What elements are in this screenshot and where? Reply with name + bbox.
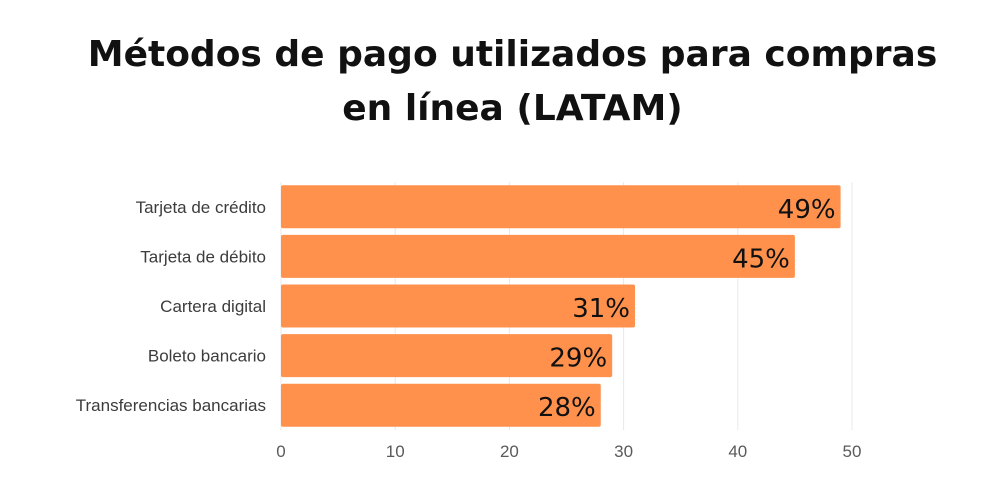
x-tick-label: 40 (728, 442, 747, 461)
category-labels: Tarjeta de crédito Tarjeta de débito Carte… (76, 198, 266, 415)
data-label: 49% (778, 195, 836, 225)
x-tick-label: 50 (843, 442, 862, 461)
bar (281, 334, 613, 378)
chart-title: Métodos de pago utilizados para compras … (0, 28, 999, 136)
category-label: Cartera digital (160, 297, 266, 316)
bar (281, 383, 601, 427)
bar (281, 284, 636, 328)
bar (281, 185, 841, 229)
data-label: 31% (572, 294, 630, 324)
data-label: 29% (549, 344, 607, 374)
x-tick-label: 0 (276, 442, 285, 461)
chart-title-line-1: Métodos de pago utilizados para compras (87, 34, 938, 75)
category-label: Tarjeta de débito (140, 247, 266, 266)
x-tick-label: 10 (386, 442, 405, 461)
data-labels: 49% 45% 31% 29% 28% (538, 195, 836, 423)
category-label: Transferencias bancarias (76, 396, 266, 415)
x-tick-label: 30 (614, 442, 633, 461)
chart-title-line-2: en línea (LATAM) (342, 88, 683, 129)
category-label: Boleto bancario (148, 347, 266, 366)
x-axis-tick-labels: 0 10 20 30 40 50 (276, 442, 861, 461)
bars (281, 185, 841, 427)
x-tick-label: 20 (500, 442, 519, 461)
category-label: Tarjeta de crédito (136, 198, 266, 217)
data-label: 28% (538, 393, 596, 423)
bar (281, 234, 795, 278)
data-label: 45% (732, 244, 790, 274)
